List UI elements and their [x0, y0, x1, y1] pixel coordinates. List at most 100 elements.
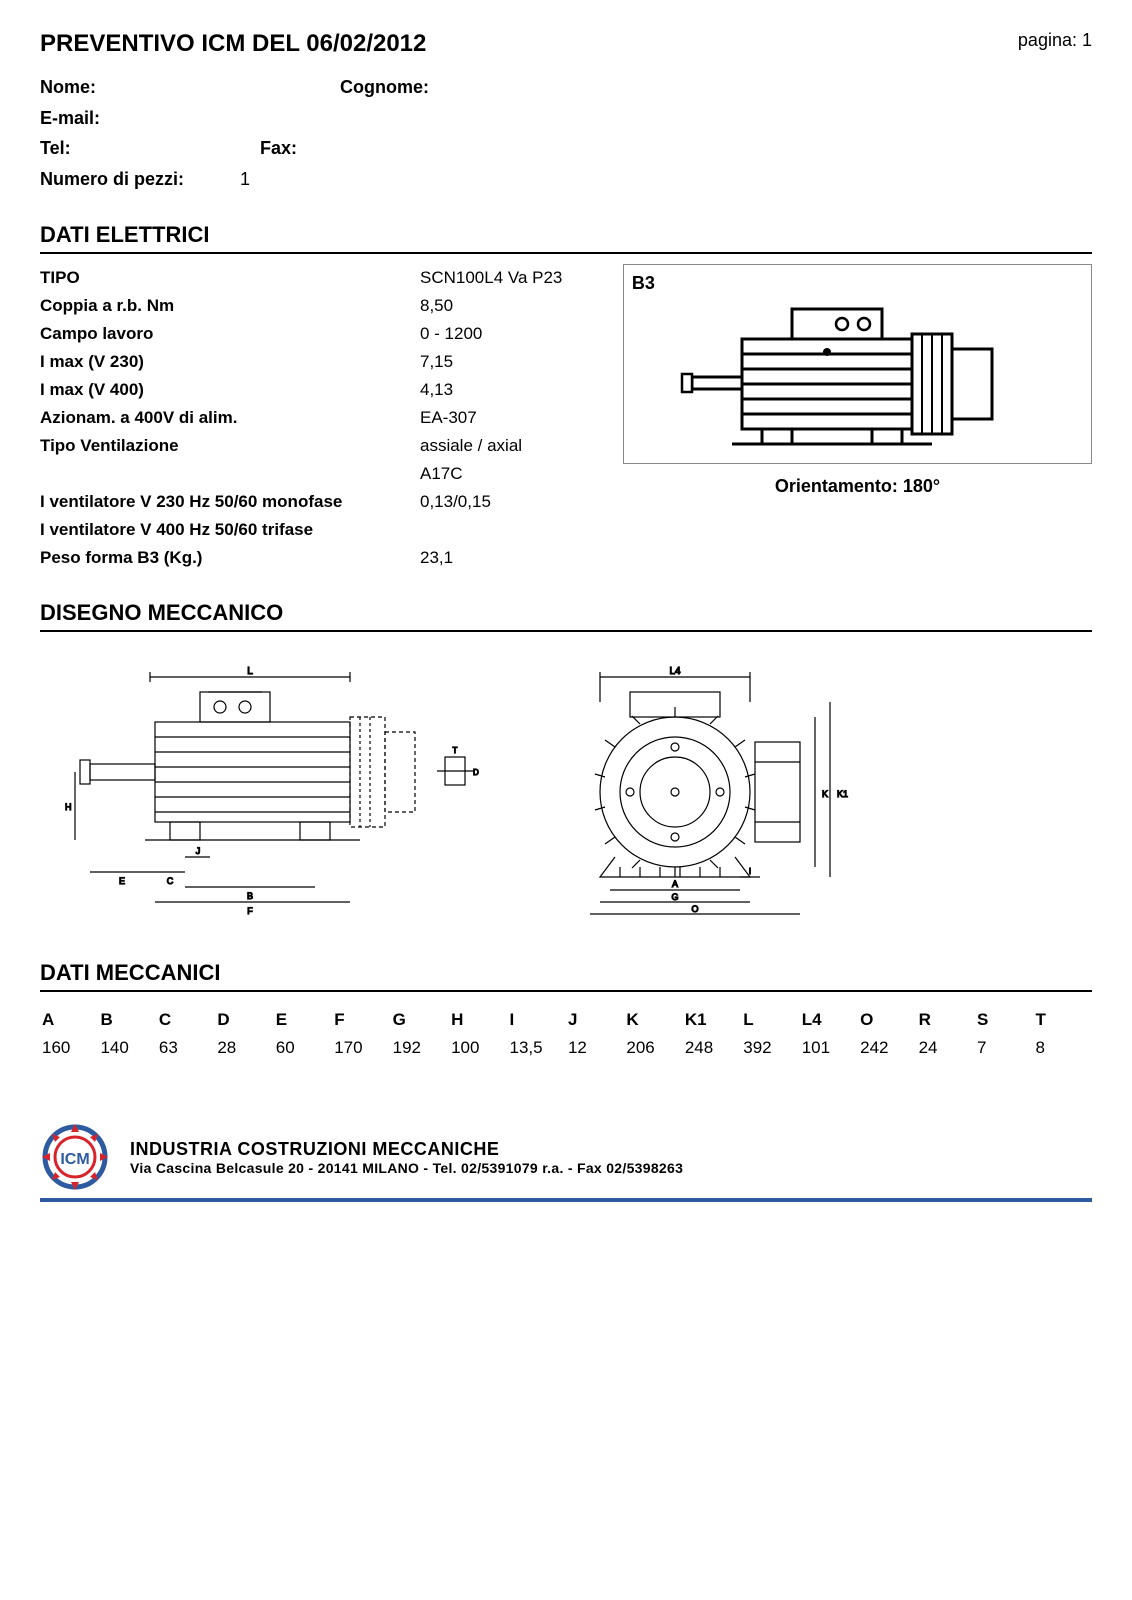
cell: 13,5	[508, 1034, 566, 1062]
table-row: A B C D E F G H I J K K1 L L4 O R S T	[40, 1006, 1092, 1034]
company-name: INDUSTRIA COSTRUZIONI MECCANICHE	[130, 1139, 683, 1160]
col-header: L	[741, 1006, 799, 1034]
col-header: S	[975, 1006, 1033, 1034]
kv-key: I ventilatore V 400 Hz 50/60 trifase	[40, 520, 420, 540]
svg-text:G: G	[671, 892, 678, 902]
pezzi-value: 1	[240, 164, 250, 195]
svg-text:F: F	[247, 906, 253, 916]
col-header: J	[566, 1006, 624, 1034]
kv-val: SCN100L4 Va P23	[420, 268, 562, 288]
kv-val: 0,13/0,15	[420, 492, 491, 512]
company-logo-icon: ICM	[40, 1122, 110, 1192]
table-row: 160 140 63 28 60 170 192 100 13,5 12 206…	[40, 1034, 1092, 1062]
svg-text:I: I	[749, 867, 751, 876]
col-header: L4	[800, 1006, 858, 1034]
kv-key: Peso forma B3 (Kg.)	[40, 548, 420, 568]
page-number: pagina: 1	[1018, 30, 1092, 51]
cell: 100	[449, 1034, 507, 1062]
mechanical-drawings: L	[40, 652, 1092, 932]
kv-val: 23,1	[420, 548, 453, 568]
cell: 160	[40, 1034, 98, 1062]
pezzi-label: Numero di pezzi:	[40, 164, 240, 195]
col-header: O	[858, 1006, 916, 1034]
svg-text:D: D	[473, 768, 479, 777]
document-title: PREVENTIVO ICM DEL 06/02/2012	[40, 30, 426, 58]
kv-key: I max (V 400)	[40, 380, 420, 400]
kv-key: I max (V 230)	[40, 352, 420, 372]
motor-form-diagram: B3	[623, 264, 1092, 464]
kv-key: Coppia a r.b. Nm	[40, 296, 420, 316]
kv-val: 4,13	[420, 380, 453, 400]
col-header: A	[40, 1006, 98, 1034]
cell: 7	[975, 1034, 1033, 1062]
cognome-label: Cognome:	[340, 72, 480, 103]
section-electrical-title: DATI ELETTRICI	[40, 222, 1092, 254]
kv-val: 7,15	[420, 352, 453, 372]
cell: 206	[624, 1034, 682, 1062]
cell: 140	[98, 1034, 156, 1062]
kv-key: TIPO	[40, 268, 420, 288]
col-header: F	[332, 1006, 390, 1034]
company-address: Via Cascina Belcasule 20 - 20141 MILANO …	[130, 1160, 683, 1176]
kv-key: I ventilatore V 230 Hz 50/60 monofase	[40, 492, 420, 512]
cell: 170	[332, 1034, 390, 1062]
cell: 242	[858, 1034, 916, 1062]
kv-val: EA-307	[420, 408, 477, 428]
svg-text:A: A	[672, 879, 678, 889]
motor-front-drawing: L4	[540, 662, 860, 922]
cell: 24	[917, 1034, 975, 1062]
col-header: H	[449, 1006, 507, 1034]
svg-text:C: C	[167, 876, 174, 886]
svg-text:K1: K1	[837, 789, 848, 799]
col-header: D	[215, 1006, 273, 1034]
mechanical-table: A B C D E F G H I J K K1 L L4 O R S T 16…	[40, 1006, 1092, 1062]
svg-text:K: K	[822, 789, 828, 799]
col-header: K	[624, 1006, 682, 1034]
motor-b3-icon	[632, 294, 1012, 464]
section-mechdata-title: DATI MECCANICI	[40, 960, 1092, 992]
kv-key	[40, 464, 420, 484]
customer-info: Nome: Cognome: E-mail: Tel: Fax: Numero …	[40, 72, 1092, 194]
kv-key: Azionam. a 400V di alim.	[40, 408, 420, 428]
cell: 192	[391, 1034, 449, 1062]
orientation-label: Orientamento: 180°	[623, 476, 1092, 497]
cell: 392	[741, 1034, 799, 1062]
cell: 12	[566, 1034, 624, 1062]
cell: 8	[1033, 1034, 1091, 1062]
motor-form-label: B3	[632, 273, 655, 293]
col-header: R	[917, 1006, 975, 1034]
email-label: E-mail:	[40, 103, 180, 134]
col-header: E	[274, 1006, 332, 1034]
cell: 28	[215, 1034, 273, 1062]
svg-text:B: B	[247, 891, 253, 901]
svg-text:ICM: ICM	[60, 1151, 89, 1168]
col-header: T	[1033, 1006, 1091, 1034]
kv-key: Tipo Ventilazione	[40, 436, 420, 456]
cell: 101	[800, 1034, 858, 1062]
motor-side-drawing: L	[50, 662, 480, 922]
svg-text:O: O	[691, 904, 698, 914]
svg-text:E: E	[119, 876, 125, 886]
section-drawing-title: DISEGNO MECCANICO	[40, 600, 1092, 632]
svg-text:H: H	[65, 802, 72, 812]
col-header: I	[508, 1006, 566, 1034]
dim-label: L	[247, 666, 253, 677]
dim-label: L4	[669, 666, 681, 677]
electrical-table: TIPOSCN100L4 Va P23 Coppia a r.b. Nm8,50…	[40, 264, 603, 572]
kv-val: A17C	[420, 464, 463, 484]
svg-text:T: T	[453, 746, 458, 755]
col-header: K1	[683, 1006, 741, 1034]
kv-val: 8,50	[420, 296, 453, 316]
kv-key: Campo lavoro	[40, 324, 420, 344]
cell: 63	[157, 1034, 215, 1062]
col-header: C	[157, 1006, 215, 1034]
cell: 60	[274, 1034, 332, 1062]
tel-label: Tel:	[40, 133, 260, 164]
page-footer: ICM INDUSTRIA COSTRUZIONI MECCANICHE Via…	[40, 1122, 1092, 1202]
svg-text:J: J	[196, 846, 201, 856]
fax-label: Fax:	[260, 133, 370, 164]
kv-val: 0 - 1200	[420, 324, 482, 344]
col-header: G	[391, 1006, 449, 1034]
col-header: B	[98, 1006, 156, 1034]
kv-val: assiale / axial	[420, 436, 522, 456]
